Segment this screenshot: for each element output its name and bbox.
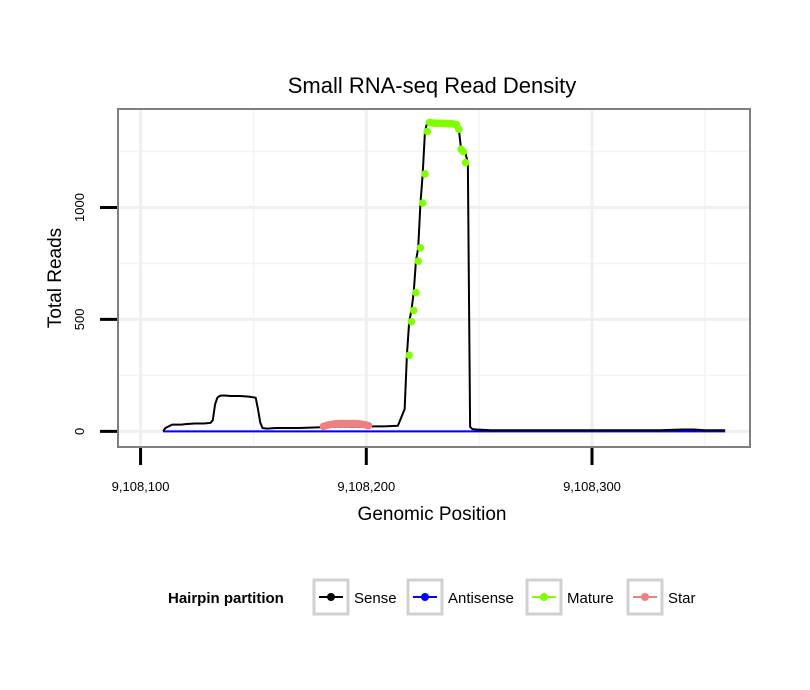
legend: Hairpin partition Sense Antisense Mature St…: [168, 578, 696, 616]
mature-data-point: [416, 243, 425, 252]
legend-label-antisense: Antisense: [448, 590, 514, 607]
legend-key-point-antisense: [421, 593, 429, 601]
legend-label-star: Star: [668, 590, 696, 607]
legend-label-mature: Mature: [567, 590, 614, 607]
legend-title: Hairpin partition: [168, 590, 284, 607]
mature-data-point: [455, 125, 463, 133]
y-tick-label: 1000: [72, 193, 87, 222]
series-layer: [162, 118, 726, 433]
plot-panel-border: [117, 108, 751, 448]
mature-data-point: [414, 257, 423, 266]
mature-data-point: [459, 147, 468, 156]
mature-data-point: [412, 288, 420, 297]
y-tick-label: 0: [72, 428, 87, 435]
axes: 9,108,100 9,108,200 9,108,300 0 500 1000: [72, 193, 621, 494]
legend-key-point-star: [641, 593, 649, 601]
x-tick-label: 9,108,100: [112, 479, 170, 494]
x-axis-title: Genomic Position: [358, 504, 507, 525]
mature-data-point: [407, 317, 416, 326]
mature-data-point: [423, 127, 432, 136]
legend-key-point-mature: [540, 593, 548, 601]
y-tick-label: 500: [72, 309, 87, 331]
sense-series-line: [162, 121, 726, 432]
x-tick-label: 9,108,300: [563, 479, 621, 494]
x-tick-label: 9,108,200: [337, 479, 395, 494]
y-axis-title: Total Reads: [45, 228, 66, 328]
mature-data-point: [409, 306, 418, 315]
legend-key-point-sense: [327, 593, 335, 601]
chart-title: Small RNA-seq Read Density: [288, 73, 577, 98]
star-data-point: [364, 421, 373, 430]
mature-data-point: [421, 170, 429, 178]
plot-background: [118, 109, 750, 447]
mature-data-point: [461, 158, 470, 167]
legend-label-sense: Sense: [354, 590, 397, 607]
mature-data-point: [405, 351, 413, 360]
mature-data-point: [418, 199, 427, 207]
